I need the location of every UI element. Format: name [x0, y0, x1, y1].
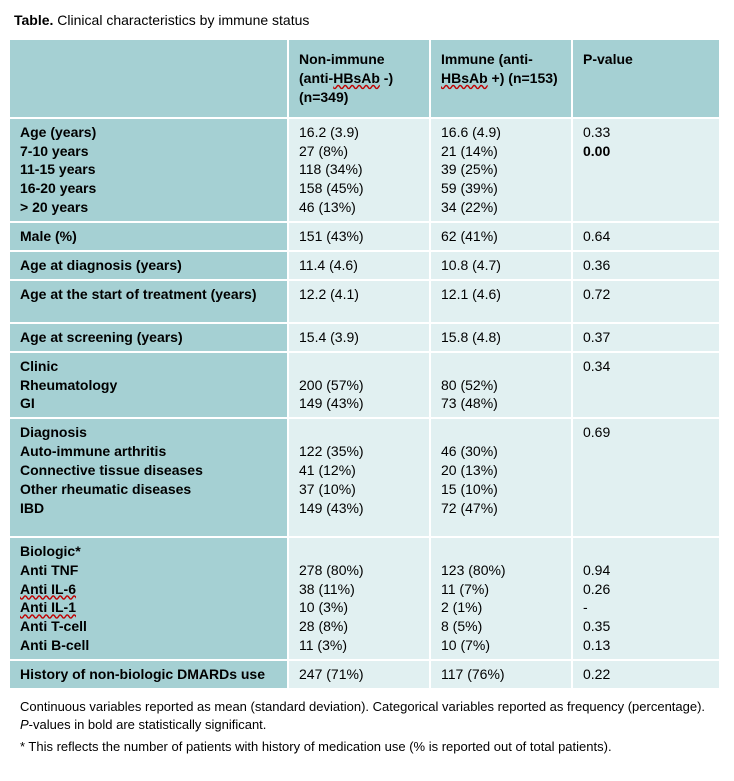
title-rest: Clinical characteristics by immune statu… [53, 12, 309, 28]
table-title: Table. Clinical characteristics by immun… [14, 12, 724, 28]
footnote-2: * This reflects the number of patients w… [20, 738, 710, 756]
row-label: DiagnosisAuto-immune arthritisConnective… [10, 418, 288, 536]
cell-nonimmune: 11.4 (4.6) [288, 251, 430, 280]
header-row: Non-immune (anti-HBsAb -) (n=349)Immune … [10, 39, 720, 118]
row-label: Age at the start of treatment (years) [10, 280, 288, 323]
row-label: Biologic*Anti TNFAnti IL-6Anti IL-1Anti … [10, 537, 288, 660]
cell-immune: 46 (30%)20 (13%)15 (10%)72 (47%) [430, 418, 572, 536]
cell-immune: 16.6 (4.9)21 (14%)39 (25%)59 (39%)34 (22… [430, 118, 572, 222]
cell-pvalue: 0.34 [572, 352, 720, 419]
table-row: Age at the start of treatment (years)12.… [10, 280, 720, 323]
table-row: Age at screening (years)15.4 (3.9)15.8 (… [10, 323, 720, 352]
cell-nonimmune: 200 (57%)149 (43%) [288, 352, 430, 419]
cell-pvalue: 0.330.00 [572, 118, 720, 222]
cell-immune: 62 (41%) [430, 222, 572, 251]
cell-nonimmune: 12.2 (4.1) [288, 280, 430, 323]
cell-immune: 10.8 (4.7) [430, 251, 572, 280]
cell-immune: 15.8 (4.8) [430, 323, 572, 352]
cell-pvalue: 0.37 [572, 323, 720, 352]
table-row: Age (years)7-10 years11-15 years16-20 ye… [10, 118, 720, 222]
title-prefix: Table. [14, 12, 53, 28]
cell-immune: 123 (80%)11 (7%)2 (1%)8 (5%)10 (7%) [430, 537, 572, 660]
cell-nonimmune: 151 (43%) [288, 222, 430, 251]
header-blank [10, 39, 288, 118]
cell-nonimmune: 16.2 (3.9)27 (8%)118 (34%)158 (45%)46 (1… [288, 118, 430, 222]
table-row: Male (%)151 (43%)62 (41%)0.64 [10, 222, 720, 251]
table-row: ClinicRheumatologyGI 200 (57%)149 (43%) … [10, 352, 720, 419]
cell-pvalue: 0.72 [572, 280, 720, 323]
row-label: History of non-biologic DMARDs use [10, 660, 288, 688]
row-label: Male (%) [10, 222, 288, 251]
row-label: Age (years)7-10 years11-15 years16-20 ye… [10, 118, 288, 222]
cell-pvalue: 0.940.26-0.350.13 [572, 537, 720, 660]
cell-immune: 12.1 (4.6) [430, 280, 572, 323]
cell-pvalue: 0.22 [572, 660, 720, 688]
row-label: ClinicRheumatologyGI [10, 352, 288, 419]
header-pvalue: P-value [572, 39, 720, 118]
table-footnotes: Continuous variables reported as mean (s… [20, 698, 710, 757]
row-label: Age at screening (years) [10, 323, 288, 352]
cell-nonimmune: 15.4 (3.9) [288, 323, 430, 352]
cell-nonimmune: 247 (71%) [288, 660, 430, 688]
footnote-1: Continuous variables reported as mean (s… [20, 698, 710, 734]
cell-immune: 117 (76%) [430, 660, 572, 688]
cell-immune: 80 (52%)73 (48%) [430, 352, 572, 419]
cell-pvalue: 0.64 [572, 222, 720, 251]
header-immune: Immune (anti-HBsAb +) (n=153) [430, 39, 572, 118]
header-nonimmune: Non-immune (anti-HBsAb -) (n=349) [288, 39, 430, 118]
characteristics-table: Non-immune (anti-HBsAb -) (n=349)Immune … [10, 38, 721, 688]
table-row: Biologic*Anti TNFAnti IL-6Anti IL-1Anti … [10, 537, 720, 660]
table-row: History of non-biologic DMARDs use247 (7… [10, 660, 720, 688]
cell-pvalue: 0.36 [572, 251, 720, 280]
cell-pvalue: 0.69 [572, 418, 720, 536]
table-row: Age at diagnosis (years)11.4 (4.6)10.8 (… [10, 251, 720, 280]
cell-nonimmune: 278 (80%)38 (11%)10 (3%)28 (8%)11 (3%) [288, 537, 430, 660]
cell-nonimmune: 122 (35%)41 (12%)37 (10%)149 (43%) [288, 418, 430, 536]
row-label: Age at diagnosis (years) [10, 251, 288, 280]
table-row: DiagnosisAuto-immune arthritisConnective… [10, 418, 720, 536]
